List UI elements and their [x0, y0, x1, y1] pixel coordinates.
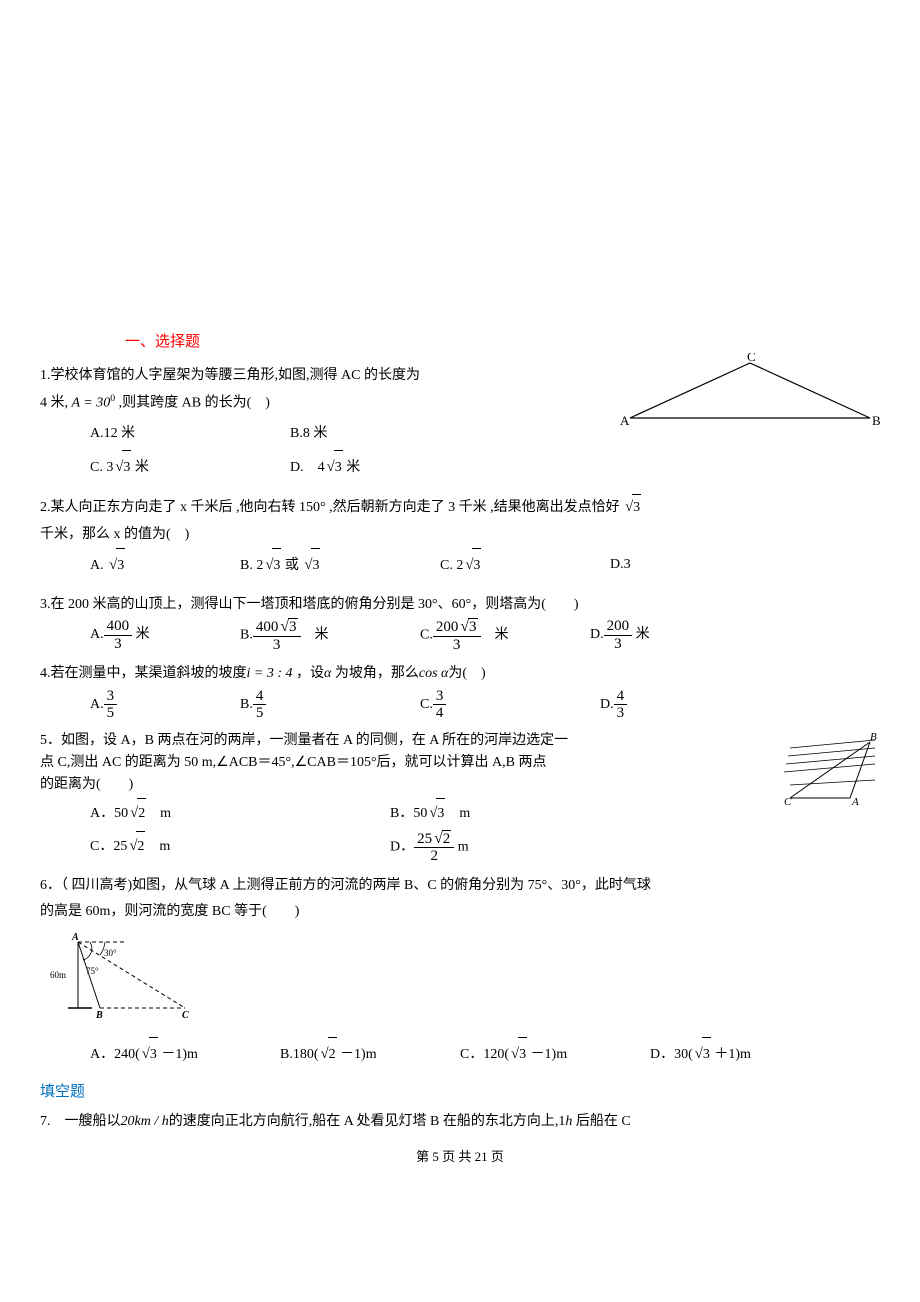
q4-opt-d: D.43	[600, 688, 627, 722]
section-1-header: 一、选择题	[125, 330, 880, 351]
q6-opt-c: C．120(3 －1)m	[460, 1037, 650, 1072]
q1-opt-d: D. 43 米	[290, 450, 490, 485]
q2-opt-b: B. 23 或 3	[240, 548, 440, 583]
q2-options: A. 3 B. 23 或 3 C. 23 D.3	[40, 548, 880, 583]
svg-text:A: A	[851, 796, 859, 808]
q2-opt-a: A. 3	[90, 548, 240, 583]
q6-opt-b: B.180(2 －1)m	[280, 1037, 460, 1072]
q5-opt-b: B．503 m	[390, 797, 690, 830]
svg-text:C: C	[784, 796, 792, 808]
svg-text:75°: 75°	[86, 966, 99, 976]
svg-text:C: C	[747, 353, 756, 364]
question-6: 6．（ 四川高考)如图，从气球 A 上测得正前方的河流的两岸 B、C 的俯角分别…	[40, 873, 880, 1072]
q4-text: 4.若在测量中，某渠道斜坡的坡度i = 3 : 4 ，设α 为坡角，那么cos …	[40, 661, 880, 688]
q3-opt-a: A.4003 米	[90, 618, 240, 653]
q4-opt-c: C.34	[420, 688, 600, 722]
q5-line1: 5．如图，设 A，B 两点在河的两岸，一测量者在 A 的同侧，在 A 所在的河岸…	[40, 730, 880, 752]
q2-opt-d: D.3	[610, 548, 631, 583]
question-2: 2.某人向正东方向走了 x 千米后 ,他向右转 150° ,然后朝新方向走了 3…	[40, 494, 880, 584]
section-2-header: 填空题	[40, 1080, 880, 1101]
balloon-icon: A B C 30° 75° 60m	[50, 930, 200, 1020]
svg-text:A: A	[71, 932, 79, 943]
q6-options: A．240(3 －1)m B.180(2 －1)m C．120(3 －1)m D…	[40, 1037, 880, 1072]
q1-options-row1: A.12 米 B.8 米	[40, 417, 620, 451]
page-footer: 第 5 页 共 21 页	[40, 1146, 880, 1165]
svg-text:B: B	[872, 413, 880, 428]
q3-text: 3.在 200 米高的山顶上，测得山下一塔顶和塔底的俯角分别是 30°、60°，…	[40, 592, 880, 619]
svg-text:C: C	[182, 1010, 189, 1020]
question-7: 7. 一艘船以20km / h的速度向正北方向航行,船在 A 处看见灯塔 B 在…	[40, 1109, 880, 1136]
river-icon: C A B	[780, 730, 880, 810]
svg-text:B: B	[870, 731, 877, 743]
svg-text:30°: 30°	[104, 948, 117, 958]
q7-text: 7. 一艘船以20km / h的速度向正北方向航行,船在 A 处看见灯塔 B 在…	[40, 1109, 880, 1136]
q1-opt-a: A.12 米	[90, 417, 290, 451]
page-content: 一、选择题 A B C 1.学校体育馆的人字屋架为等腰三角形,如图,测得 AC …	[0, 0, 920, 1205]
q1-opt-c: C. 33 米	[90, 450, 290, 485]
question-3: 3.在 200 米高的山顶上，测得山下一塔顶和塔底的俯角分别是 30°、60°，…	[40, 592, 880, 654]
q2-opt-c: C. 23	[440, 548, 610, 583]
q6-opt-a: A．240(3 －1)m	[90, 1037, 280, 1072]
q6-line1: 6．（ 四川高考)如图，从气球 A 上测得正前方的河流的两岸 B、C 的俯角分别…	[40, 873, 880, 900]
q2-line2: 千米，那么 x 的值为( )	[40, 522, 880, 549]
q5-options-row1: A．502 m B．503 m	[40, 797, 780, 830]
q5-line2: 点 C,测出 AC 的距离为 50 m,∠ACB＝45°,∠CAB＝105°后，…	[40, 752, 880, 774]
q6-line2: 的高是 60m，则河流的宽度 BC 等于( )	[40, 899, 880, 926]
q4-opt-a: A.35	[90, 688, 240, 722]
q3-opt-d: D.2003 米	[590, 618, 650, 653]
q5-opt-c: C．252 m	[90, 830, 390, 865]
question-1: A B C 1.学校体育馆的人字屋架为等腰三角形,如图,测得 AC 的长度为 4…	[40, 363, 880, 486]
q6-opt-d: D．30(3 ＋1)m	[650, 1037, 751, 1072]
svg-text:60m: 60m	[50, 970, 66, 980]
q5-options-row2: C．252 m D．2522 m	[40, 830, 880, 865]
q1-options-row2: C. 33 米 D. 43 米	[40, 450, 880, 485]
triangle-icon: A B C	[620, 353, 880, 433]
q3-options: A.4003 米 B.40033 米 C.20033 米 D.2003 米	[40, 618, 880, 653]
question-5: C A B 5．如图，设 A，B 两点在河的两岸，一测量者在 A 的同侧，在 A…	[40, 730, 880, 865]
q4-opt-b: B.45	[240, 688, 420, 722]
q2-line1: 2.某人向正东方向走了 x 千米后 ,他向右转 150° ,然后朝新方向走了 3…	[40, 494, 880, 522]
svg-text:B: B	[95, 1010, 103, 1020]
svg-text:A: A	[620, 413, 630, 428]
q1-opt-b: B.8 米	[290, 417, 490, 451]
question-4: 4.若在测量中，某渠道斜坡的坡度i = 3 : 4 ，设α 为坡角，那么cos …	[40, 661, 880, 722]
q3-opt-b: B.40033 米	[240, 618, 420, 653]
q5-opt-a: A．502 m	[90, 797, 390, 830]
q5-opt-d: D．2522 m	[390, 830, 690, 865]
q3-opt-c: C.20033 米	[420, 618, 590, 653]
q5-line3: 的距离为( )	[40, 774, 880, 796]
q4-options: A.35 B.45 C.34 D.43	[40, 688, 880, 722]
